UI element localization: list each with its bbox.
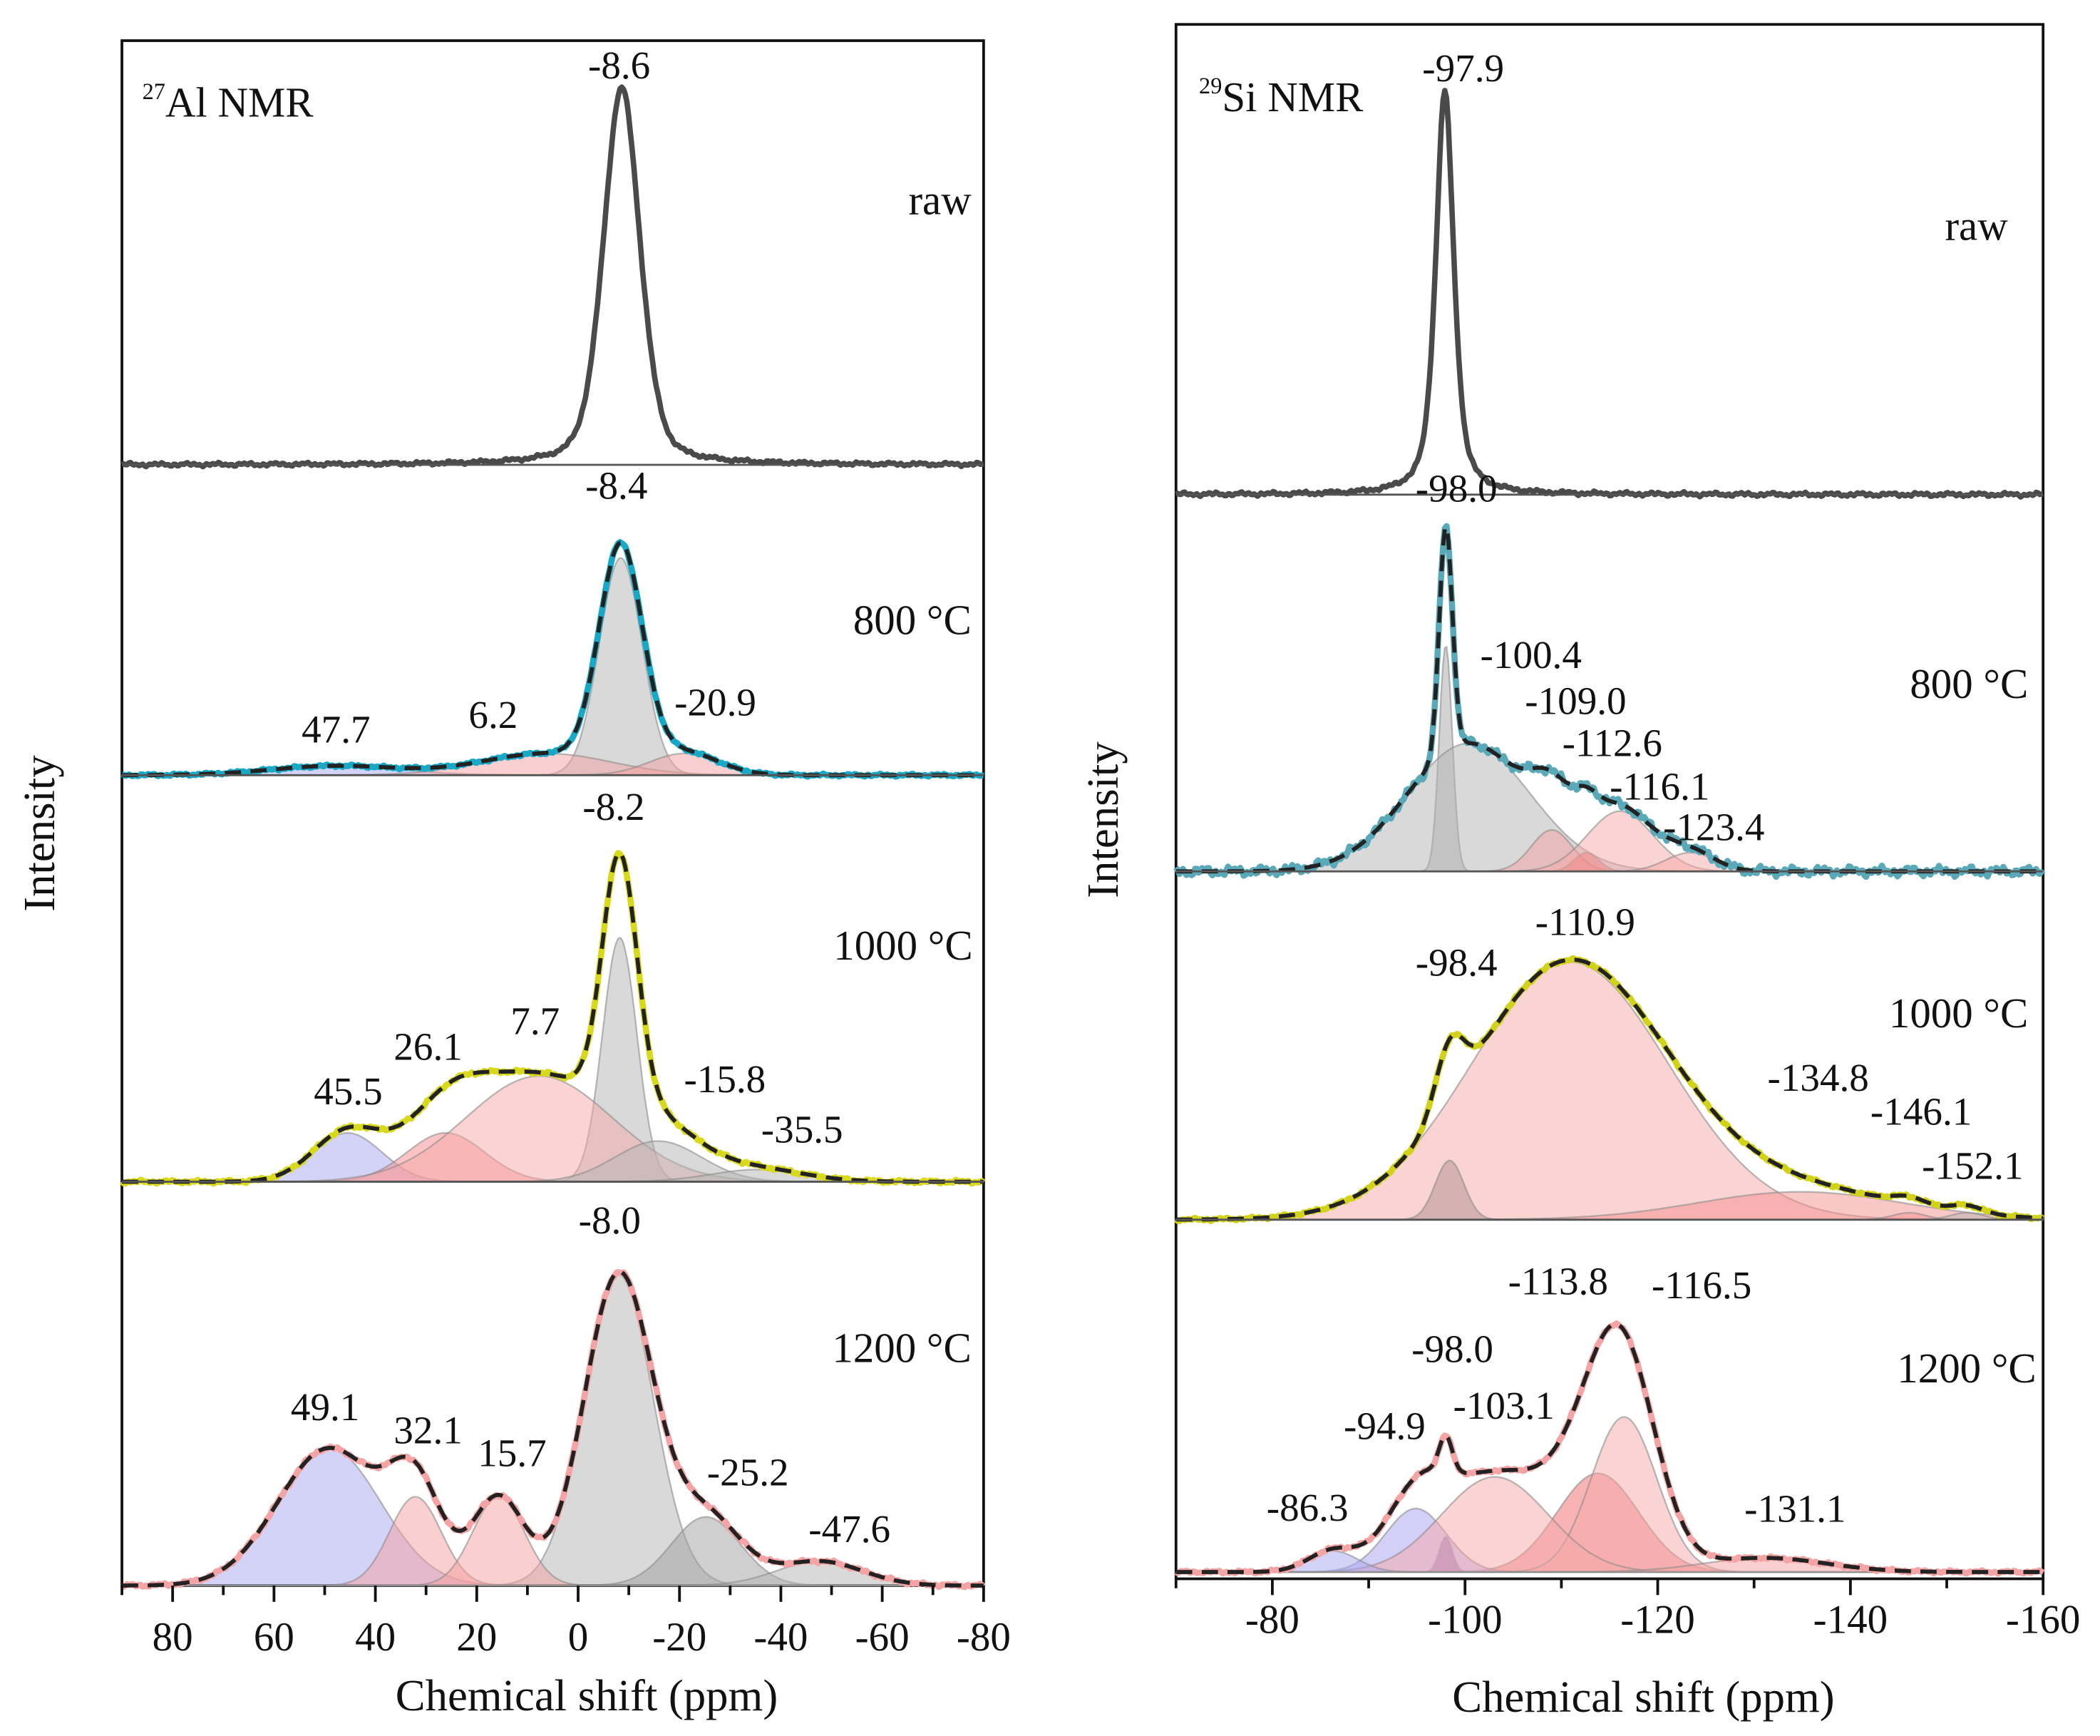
- peak-label: -8.0: [579, 1198, 641, 1242]
- x-tick-label: -20: [652, 1615, 706, 1660]
- peak-label: -98.4: [1416, 941, 1498, 985]
- nucleus-title: 29Si NMR: [1199, 73, 1364, 120]
- x-tick-label: 20: [456, 1615, 497, 1660]
- al-nmr-chart: raw -8.6 800 °C -8.4 47.7 6.2 -20.9 1000 °C -8.2…: [14, 39, 1011, 1720]
- peak-label: 49.1: [291, 1385, 359, 1429]
- peak-label: 26.1: [393, 1024, 462, 1068]
- spectrum-panel-3: 1200 °C -113.8 -116.5 -98.0 -94.9 -103.1 -86.3…: [1174, 1218, 2045, 1577]
- panel-condition-label: 800 °C: [853, 597, 972, 644]
- plot-frame: [1174, 23, 2045, 1581]
- panel-condition-label: 1000 °C: [1889, 990, 2028, 1037]
- x-tick-label: 80: [153, 1615, 193, 1660]
- y-axis-title: Intensity: [14, 755, 64, 912]
- panel-condition-label: 800 °C: [1910, 660, 2028, 707]
- spectrum-panel-1: 800 °C -8.4 47.7 6.2 -20.9: [120, 464, 985, 780]
- peak-label: 32.1: [393, 1408, 462, 1452]
- fit-envelope-line: [122, 540, 984, 778]
- peak-label: -94.9: [1344, 1404, 1426, 1448]
- x-tick-label: 0: [568, 1615, 589, 1660]
- peak-label: -134.8: [1767, 1056, 1868, 1099]
- peak-label: -35.5: [761, 1107, 843, 1151]
- peak-label: 15.7: [478, 1432, 546, 1475]
- peak-label: -15.8: [684, 1057, 766, 1101]
- peak-label: -98.0: [1411, 1327, 1493, 1370]
- fit-envelope-line: [122, 1269, 984, 1588]
- x-tick-label: -80: [957, 1615, 1011, 1660]
- peak-label: -116.1: [1610, 765, 1709, 808]
- y-axis-title: Intensity: [1078, 741, 1128, 898]
- x-tick-label: 40: [355, 1615, 396, 1660]
- panel-condition-label: 1000 °C: [833, 922, 972, 969]
- panel-condition-label: 1200 °C: [832, 1324, 971, 1371]
- panel-condition-label: raw: [908, 176, 972, 223]
- isotope-superscript: 29: [1199, 73, 1222, 98]
- peak-label: -146.1: [1870, 1090, 1972, 1134]
- peak-label: 6.2: [468, 693, 518, 736]
- x-tick-label: -120: [1620, 1598, 1695, 1643]
- peak-label: 7.7: [510, 999, 560, 1042]
- peak-label: -8.4: [585, 464, 647, 508]
- x-tick-label: -160: [2006, 1598, 2081, 1643]
- fit-component-3: [122, 1075, 984, 1183]
- peak-label: -8.2: [582, 785, 644, 828]
- peak-label: -123.4: [1663, 806, 1764, 849]
- fit-component-4: [1175, 810, 2044, 873]
- spectrum-panel-3: 1200 °C -8.0 49.1 32.1 15.7 -25.2 -47.6: [120, 1181, 986, 1591]
- x-tick-label: -60: [855, 1615, 910, 1660]
- spectrum-panel-2: 1000 °C -8.2 45.526.1 7.7 -15.8 -35.5: [120, 774, 986, 1187]
- peak-label: -113.8: [1508, 1259, 1608, 1303]
- peak-label: -25.2: [707, 1450, 789, 1494]
- experimental-spectrum-line: [120, 84, 985, 470]
- x-tick-label: -80: [1245, 1598, 1299, 1643]
- peak-label: -86.3: [1267, 1486, 1349, 1529]
- fit-component-0: [122, 557, 984, 776]
- peak-label: -98.0: [1416, 466, 1498, 510]
- x-axis-title: Chemical shift (ppm): [1452, 1672, 1834, 1722]
- experimental-spectrum-line: [120, 539, 985, 780]
- spectrum-panel-2: 1000 °C -110.9 -98.4 -134.8-146.1 -152.1: [1174, 870, 2045, 1225]
- fit-envelope-line: [1175, 1322, 2044, 1574]
- fit-envelope-line: [122, 851, 984, 1184]
- x-tick-label: -40: [753, 1615, 808, 1660]
- x-axis-title: Chemical shift (ppm): [396, 1670, 778, 1720]
- nucleus-label: Si NMR: [1222, 73, 1364, 120]
- peak-label: 45.5: [314, 1069, 382, 1113]
- peak-label: -20.9: [674, 681, 756, 724]
- nucleus-title: 27Al NMR: [143, 78, 314, 126]
- fit-envelope-line: [1175, 957, 2044, 1222]
- peak-label: 47.7: [302, 708, 370, 751]
- nucleus-label: Al NMR: [165, 78, 314, 125]
- peak-label: -112.6: [1563, 721, 1662, 765]
- x-tick-label: -140: [1813, 1598, 1888, 1643]
- peak-label: -103.1: [1453, 1384, 1555, 1427]
- peak-label: -47.6: [808, 1507, 890, 1551]
- peak-label: -97.9: [1422, 46, 1504, 90]
- x-tick-label: -100: [1428, 1598, 1503, 1643]
- peak-label: -152.1: [1922, 1144, 2023, 1188]
- spectrum-panel-1: 800 °C -98.0 -100.4-109.0-112.6-116.1-123.…: [1173, 466, 2046, 880]
- x-axis: -80 -100 -120 -140 -160 Chemical shift (ppm) I…: [1078, 741, 2080, 1722]
- peak-label: -100.4: [1481, 633, 1582, 677]
- x-axis: 80 60 40 20 0 -20 -40 -60 -80 Chemical shift (ppm…: [14, 755, 1011, 1720]
- peak-label: -116.5: [1652, 1263, 1751, 1307]
- peak-label: -8.6: [588, 43, 650, 87]
- experimental-spectrum-line: [1175, 88, 2044, 500]
- x-tick-label: 60: [254, 1615, 294, 1660]
- panel-condition-label: raw: [1945, 202, 2008, 249]
- experimental-spectrum-line: [1173, 523, 2046, 880]
- peak-label: -109.0: [1525, 679, 1626, 723]
- peak-label: -110.9: [1535, 900, 1635, 944]
- panel-condition-label: 1200 °C: [1897, 1345, 2036, 1392]
- peak-label: -131.1: [1744, 1487, 1846, 1531]
- isotope-superscript: 27: [143, 78, 165, 104]
